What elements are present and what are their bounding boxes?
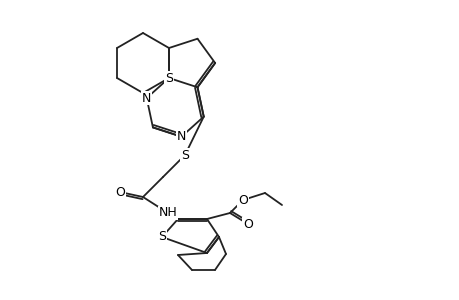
Text: S: S (157, 230, 166, 244)
Text: S: S (165, 71, 173, 85)
Text: NH: NH (158, 206, 177, 220)
Text: O: O (242, 218, 252, 230)
Text: N: N (176, 130, 186, 143)
Text: N: N (142, 92, 151, 105)
Text: O: O (115, 185, 125, 199)
Text: S: S (180, 148, 189, 161)
Text: O: O (238, 194, 247, 206)
